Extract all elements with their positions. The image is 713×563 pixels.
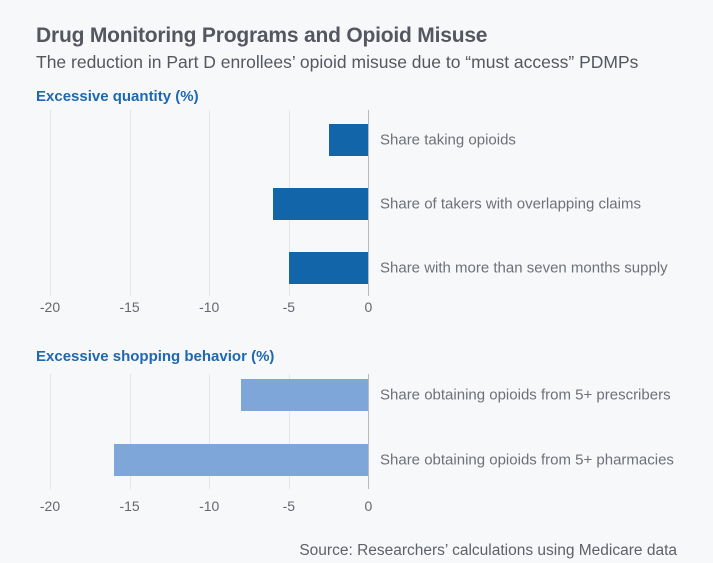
chart-section-label-excessive-shopping: Excessive shopping behavior (%) [36, 348, 275, 365]
x-tick-label: -10 [199, 299, 220, 315]
x-tick-label: -20 [39, 299, 61, 315]
bar-share-obtaining-opioids-from-5-pharmacies [113, 444, 369, 476]
gridline [50, 374, 51, 489]
gridline [50, 110, 51, 296]
gridline [129, 110, 131, 296]
bar-label: Share taking opioids [380, 131, 516, 149]
gridline [209, 110, 211, 296]
bar-share-of-takers-with-overlapping-claims [272, 188, 369, 220]
source-note: Source: Researchers’ calculations using … [299, 542, 677, 559]
x-tick-label: -5 [282, 498, 296, 514]
gridline [288, 374, 290, 489]
chart-section-label-excessive-quantity: Excessive quantity (%) [36, 88, 199, 105]
page-subtitle: The reduction in Part D enrollees’ opioi… [36, 52, 639, 72]
bar-label: Share with more than seven months supply [380, 259, 668, 277]
bar-share-taking-opioids [328, 124, 369, 156]
zero-axis-line [368, 374, 370, 489]
x-tick-label: -5 [282, 299, 296, 315]
bar-label: Share of takers with overlapping claims [380, 195, 641, 213]
gridline [209, 374, 211, 489]
zero-axis-line [368, 110, 370, 296]
x-tick-label: -15 [119, 498, 140, 514]
x-tick-label: 0 [364, 498, 373, 514]
page-title: Drug Monitoring Programs and Opioid Misu… [36, 24, 488, 47]
x-tick-label: -15 [119, 299, 140, 315]
x-tick-label: -20 [39, 498, 61, 514]
bar-label: Share obtaining opioids from 5+ prescrib… [380, 386, 671, 404]
gridline [129, 374, 131, 489]
x-tick-label: -10 [199, 498, 220, 514]
x-tick-label: 0 [364, 299, 373, 315]
bar-share-with-more-than-seven-months-supply [288, 252, 369, 284]
bar-label: Share obtaining opioids from 5+ pharmaci… [380, 451, 674, 469]
bar-share-obtaining-opioids-from-5-prescribers [241, 379, 369, 411]
